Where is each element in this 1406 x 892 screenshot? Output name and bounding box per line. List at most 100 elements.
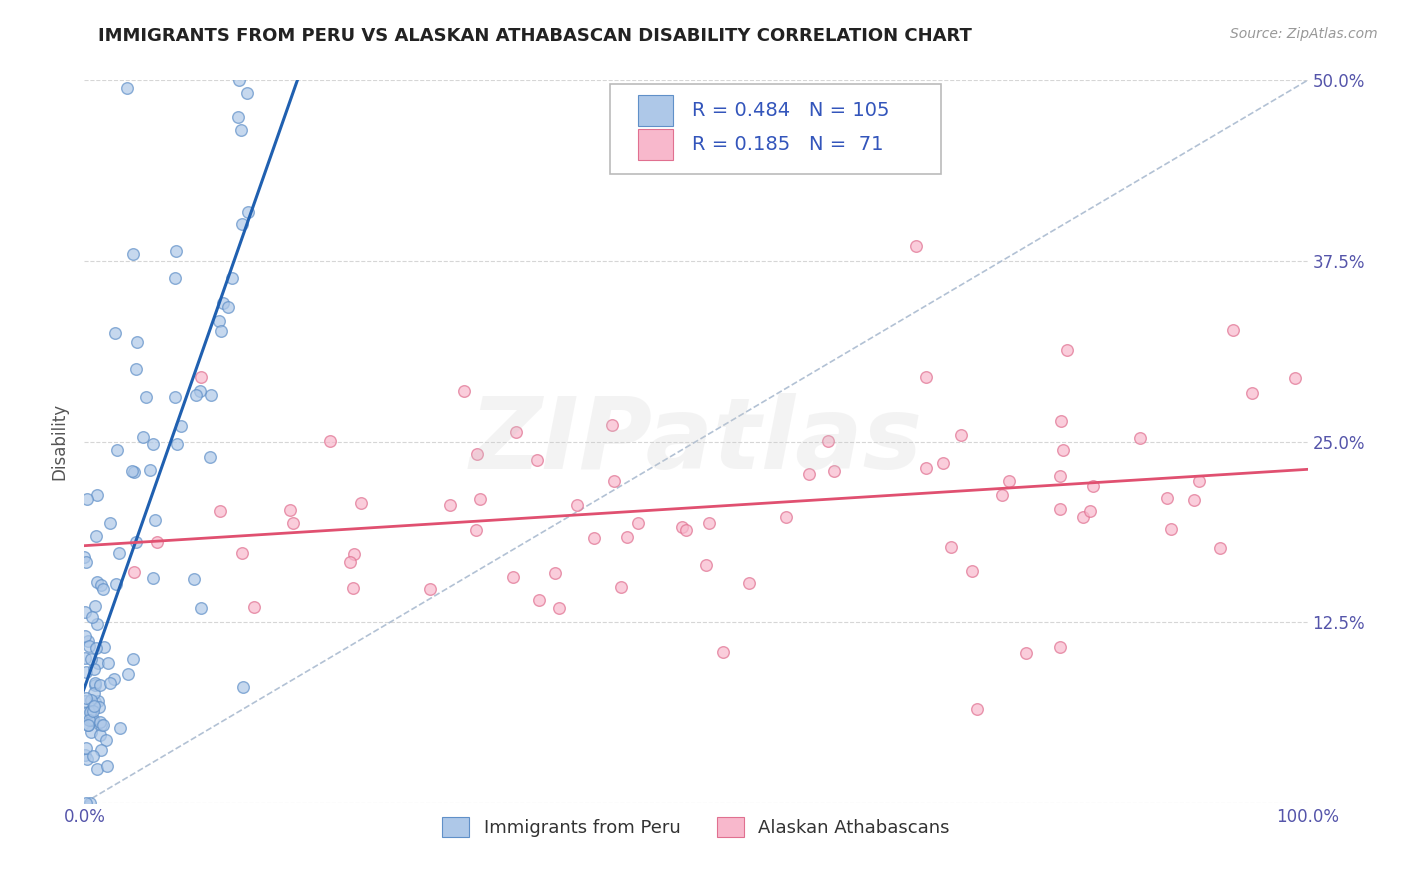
Point xyxy=(190,600,212,615)
Point xyxy=(209,324,232,338)
Point xyxy=(610,580,633,594)
Point xyxy=(80,713,103,727)
Point xyxy=(83,685,105,699)
FancyBboxPatch shape xyxy=(638,129,672,160)
Point xyxy=(83,678,105,692)
Point xyxy=(526,453,548,467)
Point xyxy=(1050,414,1073,428)
Point xyxy=(342,582,364,596)
Point xyxy=(1052,443,1074,458)
Point xyxy=(73,605,96,619)
Point xyxy=(208,314,231,328)
Point xyxy=(76,752,98,766)
Point xyxy=(915,460,938,475)
Point xyxy=(228,73,250,87)
Point xyxy=(990,488,1012,502)
Point xyxy=(695,558,717,573)
Point xyxy=(97,656,120,670)
Point xyxy=(627,516,650,530)
Point xyxy=(84,640,107,655)
Point xyxy=(602,417,624,432)
Point xyxy=(1284,371,1306,385)
Point xyxy=(565,498,588,512)
Point xyxy=(76,634,98,648)
Point xyxy=(96,732,118,747)
Point xyxy=(1056,343,1078,357)
Point xyxy=(77,639,100,653)
Point xyxy=(166,437,188,451)
Point xyxy=(90,743,112,757)
Point xyxy=(1241,386,1264,401)
Point xyxy=(1129,431,1152,445)
Point xyxy=(1160,522,1182,536)
Point xyxy=(997,474,1019,488)
Point xyxy=(83,698,105,713)
Point xyxy=(200,387,222,401)
Point xyxy=(75,694,97,708)
Point xyxy=(1049,502,1071,516)
Text: ZIPatlas: ZIPatlas xyxy=(470,393,922,490)
Point xyxy=(75,665,97,680)
Text: IMMIGRANTS FROM PERU VS ALASKAN ATHABASCAN DISABILITY CORRELATION CHART: IMMIGRANTS FROM PERU VS ALASKAN ATHABASC… xyxy=(98,27,973,45)
Point xyxy=(932,456,955,470)
Point xyxy=(960,564,983,578)
Point xyxy=(339,555,361,569)
Point xyxy=(949,428,972,442)
Point xyxy=(464,523,486,537)
Text: R = 0.484   N = 105: R = 0.484 N = 105 xyxy=(692,101,890,120)
Point xyxy=(165,390,187,404)
Point xyxy=(544,566,567,581)
Point xyxy=(1015,646,1038,660)
Point xyxy=(79,724,101,739)
Point xyxy=(80,704,103,718)
Point xyxy=(170,418,193,433)
Point xyxy=(76,491,98,506)
Point xyxy=(104,326,127,340)
Point xyxy=(82,712,104,726)
Point xyxy=(124,465,146,479)
Point xyxy=(79,693,101,707)
Point xyxy=(75,796,97,810)
FancyBboxPatch shape xyxy=(610,84,941,174)
Point xyxy=(87,700,110,714)
Point xyxy=(89,678,111,692)
Point xyxy=(198,450,221,464)
Point xyxy=(86,488,108,502)
Point xyxy=(226,110,249,124)
Point xyxy=(675,523,697,537)
Point xyxy=(231,217,253,231)
Point xyxy=(1083,479,1105,493)
Point xyxy=(125,362,148,376)
Point xyxy=(1222,323,1244,337)
Point xyxy=(186,387,208,401)
Point xyxy=(115,80,138,95)
Point xyxy=(342,547,364,561)
Point xyxy=(80,714,103,728)
Text: R = 0.185   N =  71: R = 0.185 N = 71 xyxy=(692,135,884,154)
Point xyxy=(419,582,441,596)
Point xyxy=(139,463,162,477)
Point xyxy=(86,617,108,632)
Point xyxy=(77,714,100,728)
Point xyxy=(583,532,606,546)
Point xyxy=(83,676,105,690)
Point xyxy=(966,702,988,716)
Point xyxy=(1078,504,1101,518)
Point xyxy=(236,205,259,219)
Point xyxy=(211,295,233,310)
Point xyxy=(775,510,797,524)
Point xyxy=(318,434,340,448)
Point xyxy=(75,555,97,569)
Point xyxy=(124,565,146,579)
Point xyxy=(91,582,114,596)
Point xyxy=(105,443,128,458)
Point xyxy=(121,652,143,666)
Point xyxy=(135,390,157,404)
Point xyxy=(108,546,131,560)
Point xyxy=(817,434,839,448)
Point xyxy=(470,491,492,506)
Point xyxy=(93,718,115,732)
Point xyxy=(83,662,105,676)
Point xyxy=(103,672,125,686)
Point xyxy=(281,516,304,530)
